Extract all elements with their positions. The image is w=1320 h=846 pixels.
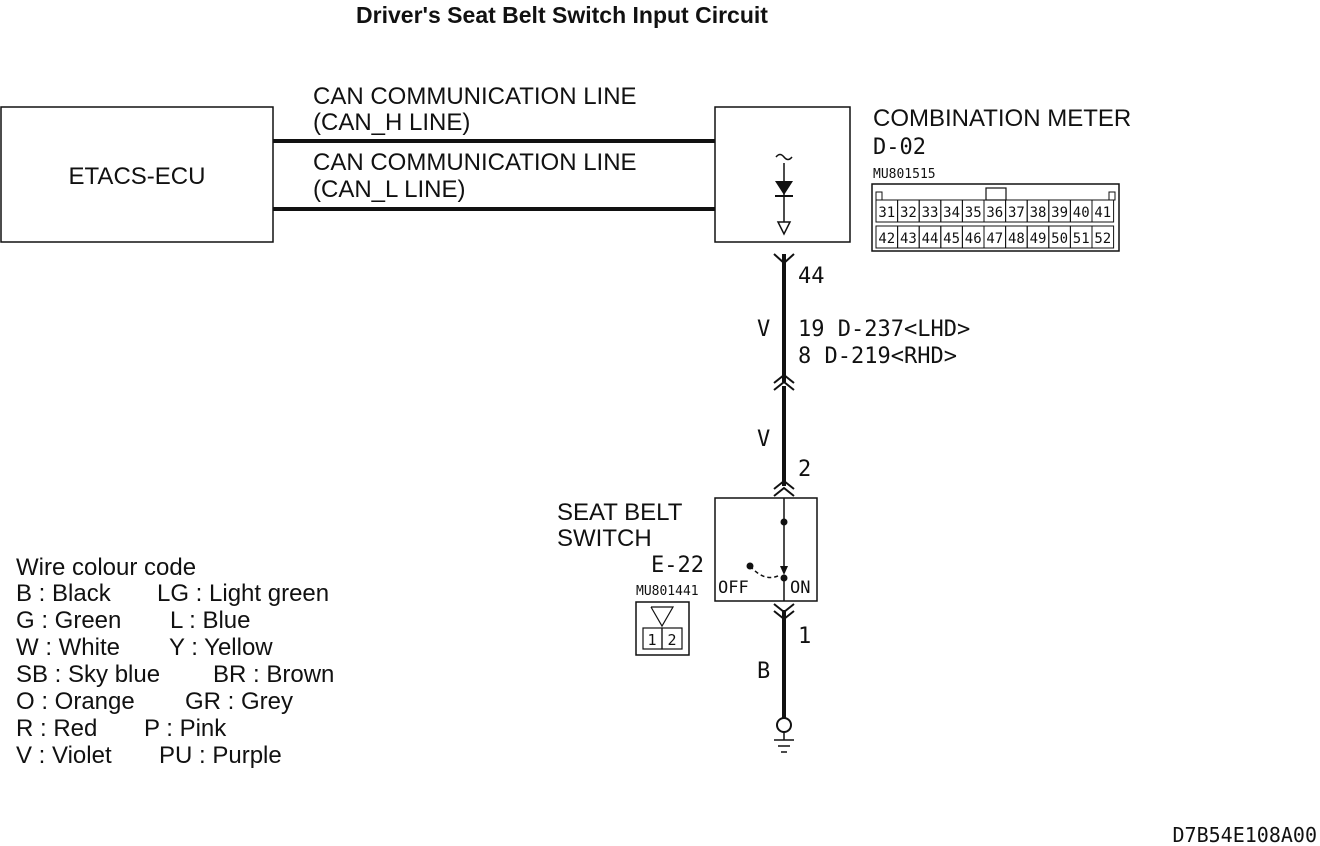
intermediate-connector-icon — [773, 373, 795, 391]
figure-code: D7B54E108A00 — [1173, 823, 1318, 846]
meter-pin-label: 35 — [965, 205, 982, 221]
meter-pin-label: 50 — [1051, 231, 1068, 247]
junction-connector-rhd: 8 D-219<RHD> — [798, 344, 957, 369]
meter-pin-label: 39 — [1051, 205, 1068, 221]
meter-pin-label: 48 — [1008, 231, 1025, 247]
meter-pin-label: 31 — [878, 205, 895, 221]
meter-part-number: MU801515 — [873, 167, 936, 182]
meter-pin-label: 44 — [922, 231, 939, 247]
legend-row-5-left: O : Orange — [16, 688, 135, 715]
meter-pin-label: 33 — [922, 205, 939, 221]
legend-row-5-right: GR : Grey — [185, 688, 293, 715]
meter-pin-label: 52 — [1094, 231, 1111, 247]
switch-pin-1: 1 — [647, 631, 656, 649]
can-h-label-line1: CAN COMMUNICATION LINE — [313, 83, 637, 110]
switch-on-label: ON — [790, 578, 810, 598]
can-l-label-line2: (CAN_L LINE) — [313, 176, 465, 203]
legend-row-7-right: PU : Purple — [159, 742, 282, 769]
meter-pin-label: 49 — [1030, 231, 1047, 247]
legend-row-2-left: G : Green — [16, 607, 121, 634]
legend-row-2-right: L : Blue — [170, 607, 251, 634]
legend-row-1-right: LG : Light green — [157, 580, 329, 607]
meter-pin-label: 41 — [1094, 205, 1111, 221]
seat-belt-switch-box — [714, 497, 818, 602]
etacs-ecu-box — [0, 106, 274, 243]
pin-1-label: 1 — [798, 624, 811, 649]
meter-connector-id: D-02 — [873, 135, 926, 160]
switch-off-label: OFF — [718, 578, 749, 598]
meter-pin-label: 42 — [878, 231, 895, 247]
switch-contact-icon — [746, 498, 788, 601]
legend-row-3-right: Y : Yellow — [169, 634, 273, 661]
switch-pin-2: 2 — [667, 631, 676, 649]
switch-top-connector-icon — [773, 479, 795, 497]
wire-color-lower: B — [757, 659, 770, 684]
meter-name-label: COMBINATION METER — [873, 105, 1131, 132]
ground-icon — [774, 717, 794, 753]
pin-44-label: 44 — [798, 264, 825, 289]
meter-indicator-icon — [775, 153, 793, 236]
legend-row-4-left: SB : Sky blue — [16, 661, 160, 688]
meter-pin-label: 47 — [986, 231, 1003, 247]
meter-pin-label: 51 — [1073, 231, 1090, 247]
combination-meter-box — [714, 106, 851, 243]
legend-row-7-left: V : Violet — [16, 742, 112, 769]
terminal-female-meter — [773, 253, 795, 265]
meter-pin-label: 32 — [900, 205, 917, 221]
legend-heading: Wire colour code — [16, 554, 196, 581]
wire-color-middle: V — [757, 427, 770, 452]
legend-row-6-left: R : Red — [16, 715, 97, 742]
meter-pin-cell — [1091, 199, 1115, 223]
switch-connector-id: E-22 — [651, 553, 704, 578]
can-l-label-line1: CAN COMMUNICATION LINE — [313, 149, 637, 176]
meter-pin-label: 36 — [986, 205, 1003, 221]
junction-connector-lhd: 19 D-237<LHD> — [798, 317, 970, 342]
meter-connector-face: 31 32 33 34 35 36 37 38 39 40 41 42 43 44 45 46 47 48 49 5… — [871, 183, 1120, 252]
wire-colour-legend: Wire colour code B : Black LG : Light gr… — [16, 554, 334, 769]
meter-pin-cell — [1091, 225, 1115, 249]
etacs-ecu-label: ETACS-ECU — [69, 163, 206, 190]
switch-connector-face: 1 2 — [635, 601, 690, 656]
legend-row-1-left: B : Black — [16, 580, 112, 607]
switch-name-line1: SEAT BELT — [557, 499, 683, 526]
meter-pin-label: 37 — [1008, 205, 1025, 221]
wire-color-upper: V — [757, 317, 770, 342]
meter-pin-label: 34 — [943, 205, 960, 221]
legend-row-3-left: W : White — [16, 634, 120, 661]
meter-pin-label: 46 — [965, 231, 982, 247]
pin-2-label: 2 — [798, 457, 811, 482]
meter-pin-label: 43 — [900, 231, 917, 247]
legend-row-4-right: BR : Brown — [213, 661, 334, 688]
meter-pin-label: 38 — [1030, 205, 1047, 221]
switch-name-line2: SWITCH — [557, 525, 652, 552]
can-h-label-line2: (CAN_H LINE) — [313, 109, 470, 136]
diagram-title: Driver's Seat Belt Switch Input Circuit — [356, 2, 768, 28]
switch-part-number: MU801441 — [636, 584, 699, 599]
legend-row-6-right: P : Pink — [144, 715, 227, 742]
meter-pin-label: 45 — [943, 231, 960, 247]
meter-pin-label: 40 — [1073, 205, 1090, 221]
